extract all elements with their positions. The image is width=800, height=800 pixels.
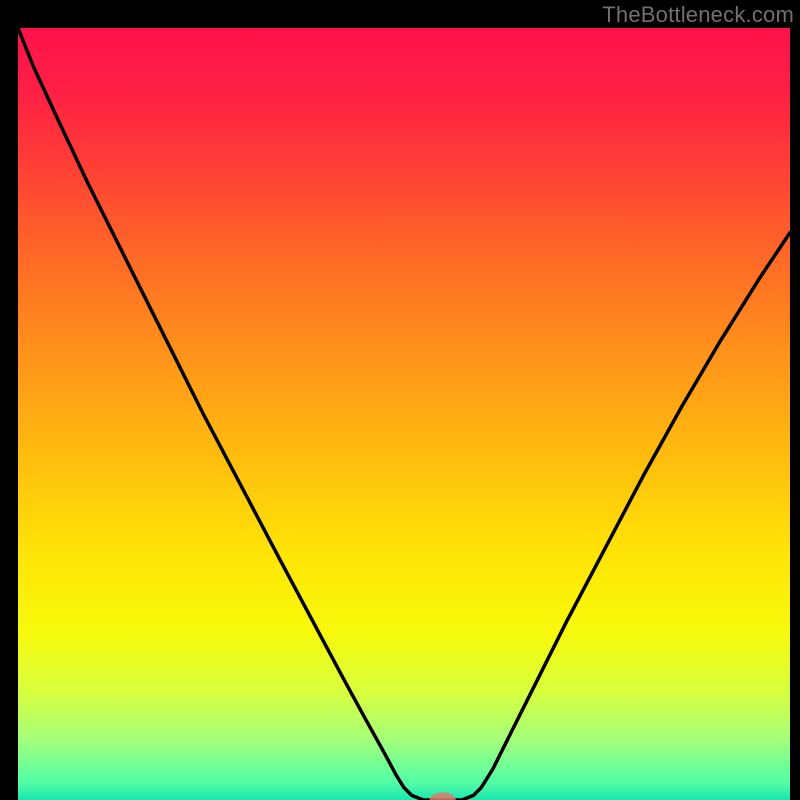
baseline-band: [18, 781, 790, 800]
bottleneck-chart: [18, 28, 790, 800]
chart-container: TheBottleneck.com: [0, 0, 800, 800]
watermark-text: TheBottleneck.com: [602, 2, 794, 28]
plot-area: [18, 28, 790, 800]
gradient-background: [18, 28, 790, 800]
